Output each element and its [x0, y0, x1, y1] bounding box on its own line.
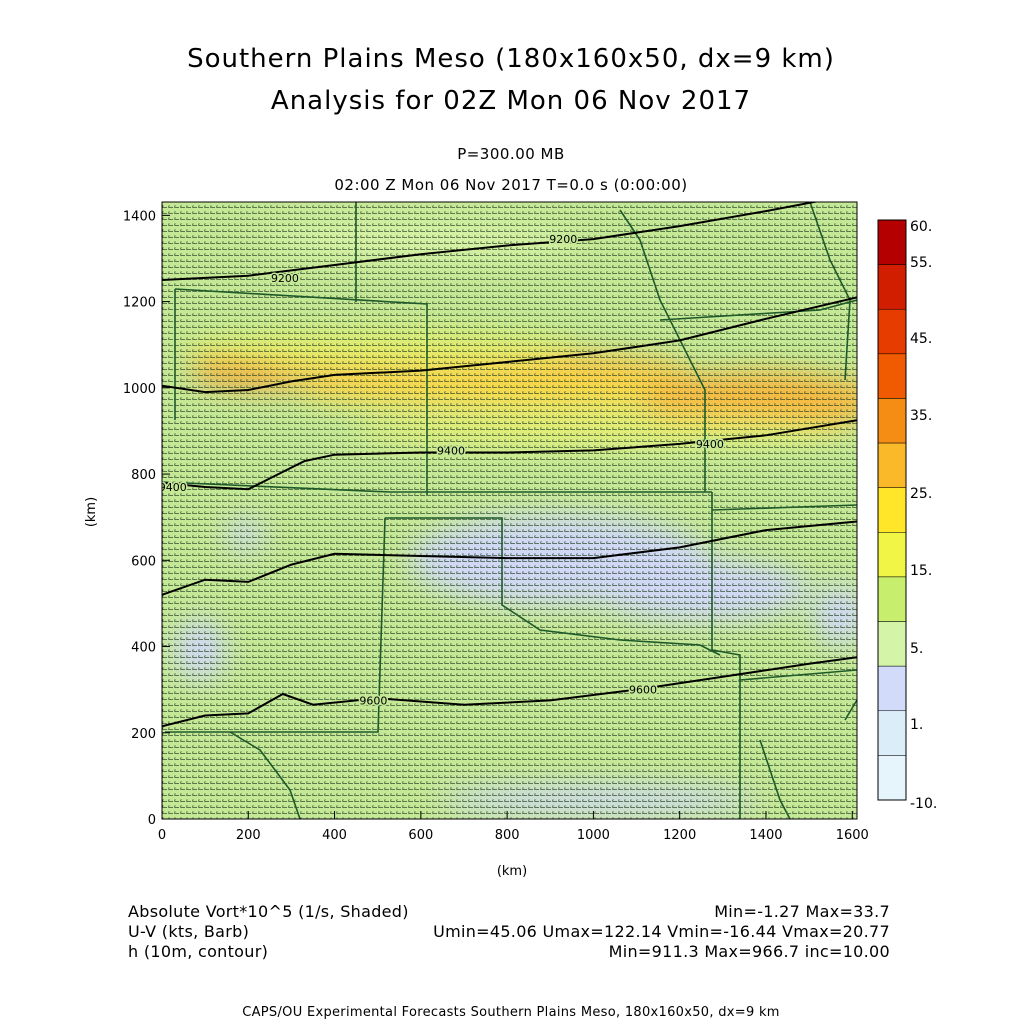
x-tick-label: 1200 [663, 828, 696, 843]
x-tick-label: 600 [408, 828, 433, 843]
colorbar-swatch [877, 353, 907, 399]
colorbar-label: 1. [910, 717, 923, 733]
colorbar: 60. 55. 45. 35. 25. 15. 5. 1. -10. [877, 219, 937, 812]
y-axis-label: (km) [84, 497, 99, 527]
y-tick-label: 600 [131, 554, 156, 569]
y-tick-label: 800 [131, 468, 156, 483]
x-tick-label: 1400 [749, 828, 782, 843]
height-contour-line [162, 656, 857, 728]
contour-label: 9600 [629, 684, 657, 697]
colorbar-label: 35. [910, 408, 932, 424]
field1-label: Absolute Vort*10^5 (1/s, Shaded) [128, 902, 409, 921]
colorbar-swatch [877, 264, 907, 310]
height-contour-line [162, 202, 820, 281]
x-axis-ticks: 0 200 400 600 800 1000 1200 1400 1600 [158, 811, 869, 843]
y-tick-label: 400 [131, 641, 156, 656]
credit-line: CAPS/OU Experimental Forecasts Southern … [242, 1005, 780, 1020]
vorticity-field: 9200 9200 9400 9400 9400 9600 9600 [159, 202, 857, 819]
map-title-line2: Analysis for 02Z Mon 06 Nov 2017 [270, 86, 752, 116]
x-tick-label: 400 [322, 828, 347, 843]
contour-label: 9400 [159, 481, 187, 494]
colorbar-frame [877, 219, 907, 801]
colorbar-label: 55. [910, 255, 932, 271]
colorbar-swatch [877, 755, 907, 801]
colorbar-label: 25. [910, 486, 932, 502]
contour-label: 9600 [359, 694, 387, 707]
x-tick-label: 0 [158, 828, 166, 843]
y-tick-label: 1400 [123, 209, 156, 224]
colorbar-swatch [877, 219, 907, 265]
colorbar-swatch [877, 532, 907, 578]
y-tick-label: 200 [131, 727, 156, 742]
height-contours [162, 202, 857, 728]
x-tick-label: 800 [495, 828, 520, 843]
colorbar-label: -10. [910, 796, 937, 812]
colorbar-label: 45. [910, 331, 932, 347]
colorbar-swatch [877, 665, 907, 712]
contour-label: 9200 [549, 233, 577, 246]
x-tick-label: 1000 [577, 828, 610, 843]
x-axis-label: (km) [497, 864, 527, 879]
y-axis-ticks: 0 200 400 600 800 1000 1200 1400 [123, 209, 170, 828]
pressure-level: P=300.00 MB [457, 145, 565, 163]
colorbar-swatch [877, 710, 907, 756]
colorbar-label: 5. [910, 641, 923, 657]
contour-label: 9200 [271, 272, 299, 285]
height-contour-labels: 9200 9200 9400 9400 9400 9600 9600 [159, 232, 725, 709]
field3-stats: Min=911.3 Max=966.7 inc=10.00 [608, 942, 890, 961]
field1-stats: Min=-1.27 Max=33.7 [714, 902, 890, 921]
colorbar-swatch [877, 576, 907, 622]
height-contour-line [162, 296, 857, 394]
field3-label: h (10m, contour) [128, 942, 269, 961]
y-tick-label: 1000 [123, 382, 156, 397]
x-tick-label: 200 [236, 828, 261, 843]
colorbar-swatch [877, 621, 907, 667]
valid-time: 02:00 Z Mon 06 Nov 2017 T=0.0 s (0:00:00… [334, 176, 688, 194]
colorbar-swatch [877, 308, 907, 355]
state-boundaries [162, 202, 857, 819]
map-title-line1: Southern Plains Meso (180x160x50, dx=9 k… [187, 44, 835, 74]
x-tick-label: 1600 [836, 828, 869, 843]
plot-frame [161, 201, 858, 820]
height-contour-line [162, 520, 857, 596]
colorbar-swatch [877, 487, 907, 533]
colorbar-label: 60. [910, 219, 932, 235]
colorbar-swatch [877, 442, 907, 488]
height-contour-line [162, 419, 857, 491]
y-tick-label: 0 [148, 813, 156, 828]
field2-label: U-V (kts, Barb) [128, 922, 250, 941]
y-tick-label: 1200 [123, 296, 156, 311]
field2-stats: Umin=45.06 Umax=122.14 Vmin=-16.44 Vmax=… [433, 922, 890, 941]
colorbar-label: 15. [910, 563, 932, 579]
contour-label: 9400 [696, 438, 724, 451]
colorbar-swatch [877, 398, 907, 444]
contour-label: 9400 [437, 444, 465, 457]
